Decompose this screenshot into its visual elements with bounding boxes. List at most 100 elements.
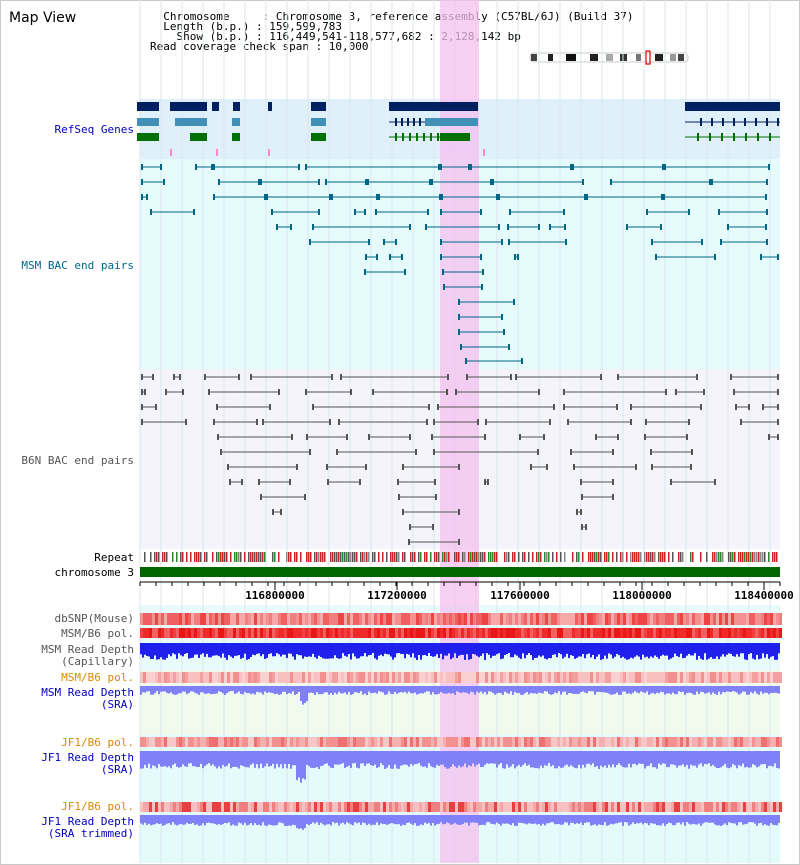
jf1-depth-trimmed-bar <box>528 815 530 824</box>
repeat-track[interactable] <box>144 552 778 562</box>
chromosome-ideogram[interactable] <box>529 50 689 65</box>
b6n-bac-pair-end <box>665 389 667 395</box>
msm-depth-sra-bar <box>324 686 326 693</box>
track-label-jf1-read-depth-sra[interactable]: JF1 Read Depth <box>41 751 134 764</box>
jf1-b6-pol-cell <box>572 737 575 747</box>
jf1-b6-pol-2-cell <box>446 802 449 812</box>
chromosome-bar[interactable] <box>140 567 780 577</box>
msm-b6-pol-cell <box>140 628 143 638</box>
b6n-bac-pair-end <box>435 494 437 500</box>
msm-depth-sra-bar <box>220 686 222 692</box>
jf1-depth-sra-bar <box>328 751 330 766</box>
track-label-refseq-genes[interactable]: RefSeq Genes <box>54 123 134 136</box>
msm-depth-sra-bar <box>212 686 214 694</box>
jf1-depth-trimmed-bar <box>370 815 372 826</box>
msm-b6-pol-2-cell <box>779 672 782 683</box>
track-label-jf1-read-depth-trimmed[interactable]: JF1 Read Depth <box>41 815 134 828</box>
jf1-depth-sra-bar <box>334 751 336 765</box>
msm-depth-sra-bar <box>732 686 734 692</box>
track-label-b6n-bac-end-pairs[interactable]: B6N BAC end pairs <box>21 454 134 467</box>
jf1-depth-sra-bar <box>444 751 446 768</box>
msm-depth-capillary-bar <box>206 643 208 654</box>
track-label-dbsnp[interactable]: dbSNP(Mouse) <box>54 612 134 625</box>
jf1-depth-trimmed-bar <box>328 815 330 825</box>
jf1-b6-pol-2-cell <box>539 802 542 812</box>
jf1-depth-sra-bar <box>710 751 712 767</box>
jf1-depth-trimmed-bar <box>416 815 418 826</box>
repeat-element <box>476 552 478 562</box>
repeat-element <box>164 552 166 562</box>
jf1-depth-trimmed-bar <box>396 815 398 825</box>
msm-depth-sra-bar <box>330 686 332 694</box>
msm-b6-pol-2-cell <box>371 672 374 683</box>
repeat-element <box>772 552 774 562</box>
msm-b6-pol-2-cell <box>458 672 461 683</box>
track-label-msm-b6-pol[interactable]: MSM/B6 pol. <box>61 627 134 640</box>
polymorphism-heat-tracks[interactable] <box>140 613 782 812</box>
b6n-bac-pair-end <box>546 464 548 470</box>
jf1-b6-pol-2-cell <box>302 802 305 812</box>
msm-b6-pol-cell <box>419 628 422 638</box>
msm-b6-pol-2-cell <box>776 672 779 683</box>
msm-bac-pairs[interactable] <box>141 164 779 364</box>
msm-b6-pol-cell <box>248 628 251 638</box>
msm-depth-sra-bar <box>192 686 194 692</box>
track-label-jf1-b6-pol-2[interactable]: JF1/B6 pol. <box>61 800 134 813</box>
track-label-msm-b6-pol-2[interactable]: MSM/B6 pol. <box>61 671 134 684</box>
jf1-depth-trimmed-bar <box>568 815 570 826</box>
repeat-element <box>394 552 396 562</box>
msm-b6-pol-2-cell <box>170 672 173 683</box>
refseq-genes[interactable] <box>137 102 780 156</box>
msm-b6-pol-cell <box>737 628 740 638</box>
repeat-element <box>234 552 236 562</box>
dbsnp-cell <box>686 613 689 625</box>
track-label-msm-read-depth-capillary[interactable]: MSM Read Depth <box>41 643 134 656</box>
jf1-depth-trimmed-bar <box>418 815 420 826</box>
msm-b6-pol-cell <box>185 628 188 638</box>
msm-depth-capillary-bar <box>316 643 318 659</box>
msm-b6-pol-cell <box>665 628 668 638</box>
track-label-msm-bac-end-pairs[interactable]: MSM BAC end pairs <box>21 259 134 272</box>
msm-depth-capillary-bar <box>520 643 522 659</box>
jf1-b6-pol-cell <box>245 737 248 747</box>
jf1-depth-trimmed-bar <box>438 815 440 824</box>
highlight-region[interactable] <box>440 0 479 863</box>
b6n-bac-pair-end <box>570 449 572 455</box>
msm-b6-pol-cell <box>503 628 506 638</box>
dbsnp-cell <box>167 613 170 625</box>
repeat-element <box>264 552 266 562</box>
jf1-b6-pol-2-cell <box>770 802 773 812</box>
read-depth-tracks[interactable] <box>140 643 780 830</box>
msm-bac-pair-end <box>496 194 498 200</box>
jf1-depth-trimmed-bar <box>630 815 632 825</box>
b6n-bac-pairs[interactable] <box>141 374 779 545</box>
msm-b6-pol-cell <box>749 628 752 638</box>
track-label-jf1-b6-pol[interactable]: JF1/B6 pol. <box>61 736 134 749</box>
msm-b6-pol-cell <box>548 628 551 638</box>
msm-bac-pair-end <box>514 254 516 260</box>
track-label-msm-read-depth-sra[interactable]: MSM Read Depth <box>41 686 134 699</box>
jf1-depth-sra-bar <box>216 751 218 769</box>
msm-depth-capillary-bar <box>294 643 296 660</box>
msm-depth-sra-bar <box>200 686 202 693</box>
b6n-bac-pair-end <box>433 419 435 425</box>
msm-depth-sra-bar <box>336 686 338 695</box>
dbsnp-cell <box>152 613 155 625</box>
msm-bac-pair-end <box>318 209 320 215</box>
msm-b6-pol-cell <box>422 628 425 638</box>
jf1-depth-sra-bar <box>460 751 462 768</box>
msm-depth-sra-bar <box>264 686 266 692</box>
msm-depth-capillary-bar <box>708 643 710 659</box>
repeat-element <box>154 552 156 562</box>
repeat-element <box>604 552 606 562</box>
jf1-depth-sra-bar <box>638 751 640 764</box>
msm-b6-pol-cell <box>779 628 782 638</box>
jf1-depth-sra-bar <box>252 751 254 764</box>
msm-b6-pol-cell <box>356 628 359 638</box>
msm-b6-pol-2-cell <box>167 672 170 683</box>
dbsnp-cell <box>314 613 317 625</box>
dbsnp-cell <box>281 613 284 625</box>
jf1-depth-sra-bar <box>478 751 480 764</box>
msm-b6-pol-2-cell <box>689 672 692 683</box>
